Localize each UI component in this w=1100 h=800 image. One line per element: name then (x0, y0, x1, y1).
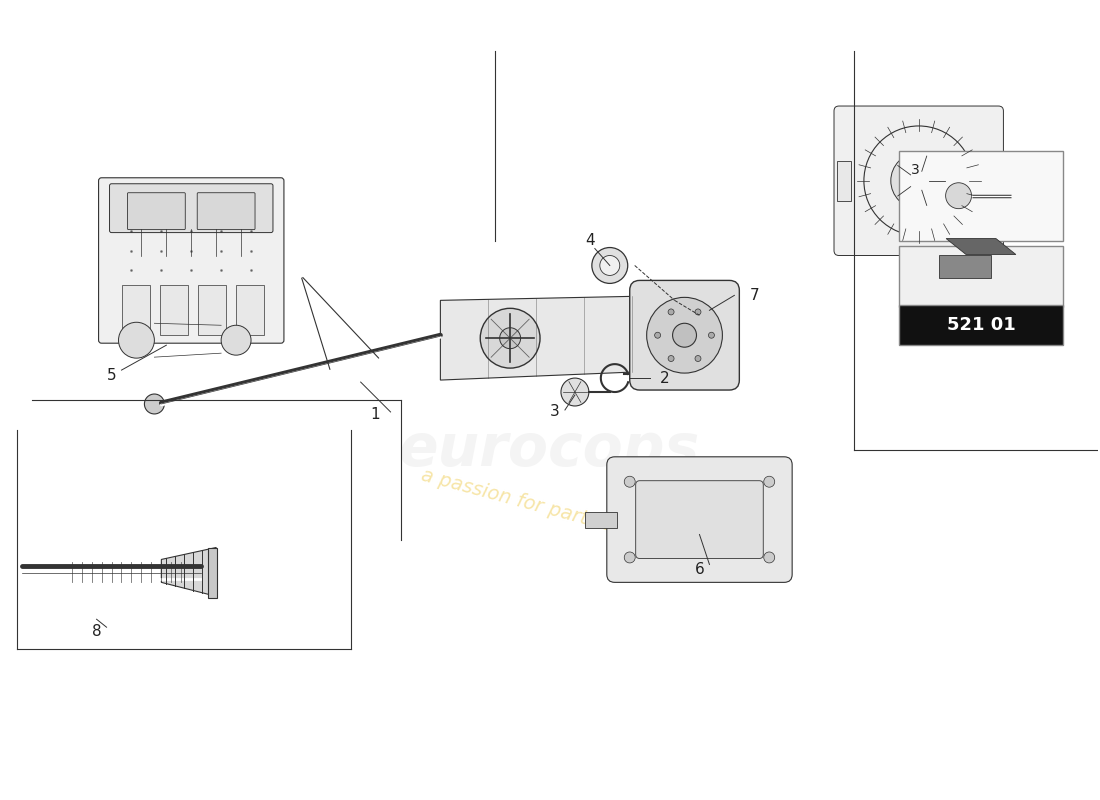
Circle shape (668, 309, 674, 315)
Circle shape (624, 552, 635, 563)
Polygon shape (440, 295, 680, 380)
Circle shape (499, 328, 520, 349)
Text: 7: 7 (749, 288, 759, 303)
Text: 6: 6 (694, 562, 704, 577)
Text: 5: 5 (107, 367, 117, 382)
Circle shape (668, 355, 674, 362)
Bar (837, 161, 851, 201)
Bar (585, 512, 617, 527)
Text: 521 01: 521 01 (947, 316, 1015, 334)
Circle shape (695, 309, 701, 315)
FancyBboxPatch shape (899, 306, 1064, 345)
Circle shape (647, 298, 723, 373)
Text: 3: 3 (550, 405, 560, 419)
Circle shape (119, 322, 154, 358)
Text: 3: 3 (911, 163, 920, 177)
FancyBboxPatch shape (128, 193, 185, 230)
Circle shape (221, 326, 251, 355)
Bar (198, 286, 227, 335)
Text: 4: 4 (585, 233, 595, 248)
Polygon shape (939, 254, 991, 278)
Circle shape (763, 476, 774, 487)
Text: 8: 8 (91, 624, 101, 638)
Circle shape (708, 332, 714, 338)
FancyBboxPatch shape (607, 457, 792, 582)
Bar (122, 286, 151, 335)
Bar (161, 286, 188, 335)
Polygon shape (946, 238, 1016, 254)
Circle shape (561, 378, 588, 406)
Bar (987, 161, 1000, 201)
Circle shape (654, 332, 661, 338)
Text: 1: 1 (371, 407, 381, 422)
Circle shape (144, 394, 164, 414)
Bar (236, 286, 264, 335)
Text: a passion for parts since 1°: a passion for parts since 1° (418, 466, 682, 554)
Text: 2: 2 (660, 370, 670, 386)
Bar (208, 549, 217, 598)
Circle shape (624, 476, 635, 487)
FancyBboxPatch shape (899, 246, 1064, 307)
FancyBboxPatch shape (197, 193, 255, 230)
FancyBboxPatch shape (834, 106, 1003, 255)
Polygon shape (162, 547, 217, 596)
Circle shape (891, 153, 947, 209)
Circle shape (763, 552, 774, 563)
Circle shape (672, 323, 696, 347)
Text: eurocops: eurocops (399, 422, 701, 478)
FancyBboxPatch shape (110, 184, 273, 233)
Circle shape (481, 308, 540, 368)
Circle shape (592, 247, 628, 283)
Circle shape (946, 182, 971, 209)
FancyBboxPatch shape (636, 481, 763, 558)
Circle shape (600, 255, 619, 275)
FancyBboxPatch shape (629, 281, 739, 390)
Circle shape (695, 355, 701, 362)
FancyBboxPatch shape (899, 151, 1064, 241)
FancyBboxPatch shape (99, 178, 284, 343)
